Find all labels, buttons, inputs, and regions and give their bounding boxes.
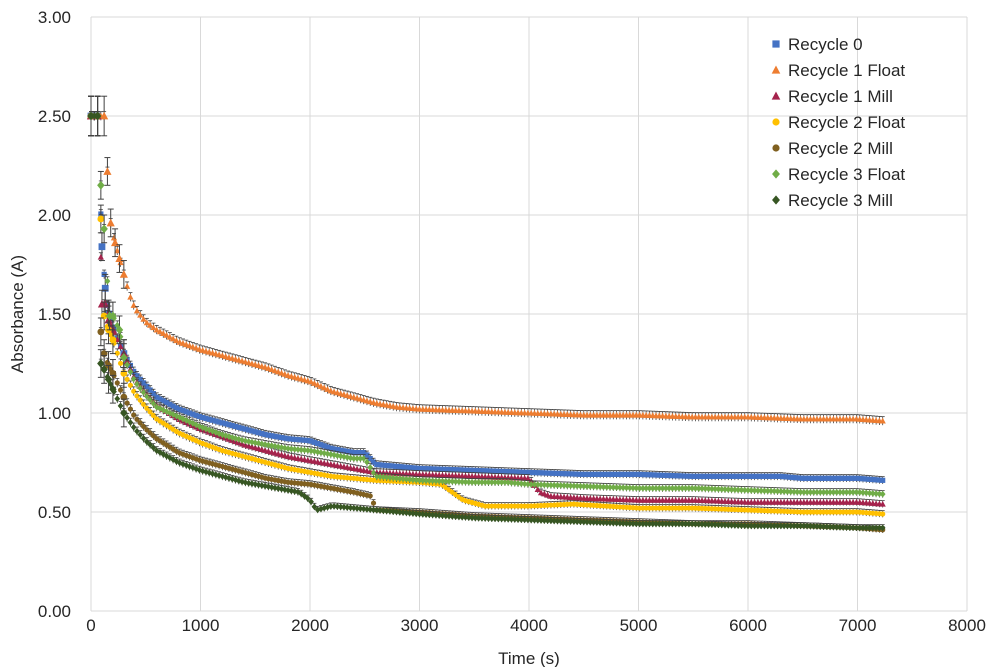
series-recycle-0 [88,96,886,484]
data-point [128,419,134,426]
data-point [114,395,120,402]
data-point [131,302,137,308]
data-point [107,219,115,227]
data-point [100,224,107,233]
data-point [118,387,123,392]
data-point [880,478,885,483]
data-point [118,361,123,366]
data-point [97,328,104,335]
data-point [115,380,120,385]
data-point [103,167,111,175]
series-recycle-2-mill [88,96,886,533]
data-point [368,493,373,498]
data-point [127,294,133,300]
data-point [99,243,106,250]
data-point [111,235,117,241]
data-point [98,254,104,260]
data-point [371,500,376,505]
data-point [120,270,128,278]
data-point [97,181,104,190]
data-point [880,511,885,516]
data-point [118,402,124,409]
series-recycle-3-float [87,96,885,498]
series-recycle-2-float [88,96,886,517]
data-point [367,464,373,471]
data-point [880,491,886,498]
data-point [97,216,104,223]
data-series-layer [87,96,886,533]
data-point [110,336,117,343]
series-recycle-1-float [87,96,886,425]
